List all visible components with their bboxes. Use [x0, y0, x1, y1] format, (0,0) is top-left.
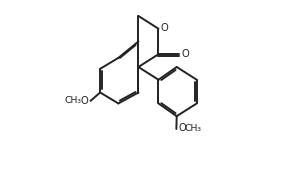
Text: O: O — [161, 23, 168, 33]
Text: O: O — [179, 123, 186, 133]
Text: CH₃: CH₃ — [65, 96, 81, 105]
Text: O: O — [80, 96, 88, 106]
Text: O: O — [182, 49, 189, 59]
Text: CH₃: CH₃ — [184, 124, 201, 133]
